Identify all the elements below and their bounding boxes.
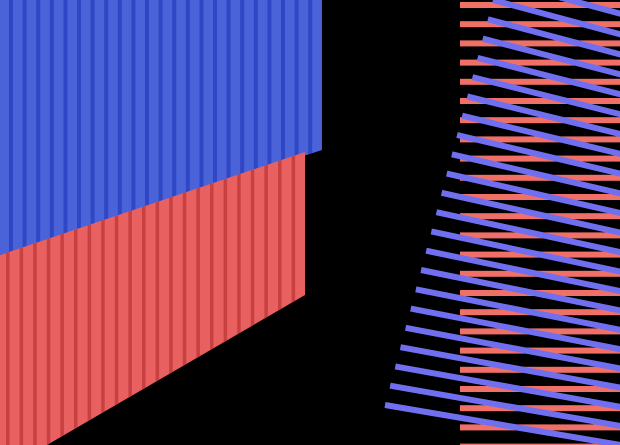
red-block-stripe [6, 152, 10, 445]
blue-block-stripe [281, 0, 285, 255]
blue-diagonal-line [476, 54, 620, 98]
diagonal-blue-lines [384, 0, 620, 445]
red-bar [460, 424, 620, 431]
blue-diagonal-line [558, 0, 620, 17]
red-block-stripe [60, 152, 64, 445]
blue-diagonal-line [461, 112, 620, 157]
blue-diagonal-line [492, 0, 620, 38]
blue-block-stripe [226, 0, 231, 255]
blue-block-stripe [9, 0, 13, 255]
red-block-stripe [291, 152, 296, 445]
red-block-stripe [114, 152, 119, 445]
blue-block-stripe [213, 0, 217, 255]
blue-diagonal-line [389, 382, 620, 429]
red-block-stripe [87, 152, 92, 445]
blue-block-stripe [308, 0, 313, 255]
red-block-stripe [182, 152, 187, 445]
red-block-stripe [19, 152, 24, 445]
red-bar [460, 78, 620, 85]
blue-block-stripe [267, 0, 272, 255]
blue-block-stripe [104, 0, 109, 255]
blue-diagonal-line [466, 93, 620, 138]
red-bar [460, 21, 620, 28]
blue-block-stripe [49, 0, 54, 255]
red-block-stripe [223, 152, 228, 445]
blue-diagonal-line [446, 170, 620, 217]
red-block-stripe [101, 152, 105, 445]
blue-block-stripe [77, 0, 81, 255]
blue-block-stripe [145, 0, 149, 255]
blue-diagonal-line [435, 209, 620, 256]
blue-diagonal-line [415, 286, 620, 333]
blue-block-stripe [172, 0, 177, 255]
blue-block-stripe [253, 0, 258, 255]
blue-block-stripe [63, 0, 68, 255]
red-bar [460, 136, 620, 143]
blue-block-stripe [90, 0, 95, 255]
blue-block-stripe [158, 0, 163, 255]
blue-diagonal-line [487, 16, 620, 58]
red-block-stripe [128, 152, 132, 445]
blue-diagonal-line [430, 228, 620, 275]
red-block-stripe [196, 152, 200, 445]
blue-diagonal-line [410, 305, 620, 353]
red-block-stripe [237, 152, 241, 445]
red-block-stripe [33, 152, 37, 445]
red-block-stripe [264, 152, 268, 445]
red-block-stripe [169, 152, 173, 445]
red-block-stripe [46, 152, 51, 445]
blue-block-stripe [240, 0, 245, 255]
blue-block-stripe [294, 0, 299, 255]
blue-diagonal-line [420, 267, 620, 314]
red-bar [460, 366, 620, 373]
blue-diagonal-line [471, 74, 620, 118]
red-bar [460, 386, 620, 392]
blue-diagonal-line [399, 344, 620, 391]
blue-block-stripe [131, 0, 136, 255]
blue-block-stripe [22, 0, 27, 255]
blue-block-stripe [36, 0, 41, 255]
blue-diagonal-line [394, 363, 620, 410]
red-bar [460, 117, 620, 124]
red-bar [460, 443, 620, 445]
red-bar [460, 98, 620, 104]
red-block-stripe [142, 152, 146, 445]
blue-diagonal-line [481, 35, 620, 78]
blue-block-stripe [199, 0, 204, 255]
red-bar [460, 405, 620, 412]
red-block-stripe [278, 152, 282, 445]
red-bar [460, 59, 620, 66]
blue-diagonal-line [456, 132, 620, 177]
blue-diagonal-line [451, 151, 620, 197]
red-bar [460, 40, 620, 47]
red-block-stripe [250, 152, 255, 445]
blue-diagonal-line [405, 324, 620, 372]
red-block-stripe [74, 152, 78, 445]
blue-diagonal-line [425, 247, 620, 295]
red-bar [460, 2, 620, 8]
blue-diagonal-line [384, 402, 620, 445]
red-block-stripe [210, 152, 214, 445]
blue-diagonal-line [440, 189, 620, 236]
red-bar [460, 155, 620, 162]
blue-block-stripe [321, 0, 322, 255]
blue-block-stripe [185, 0, 190, 255]
blue-block-stripe [117, 0, 122, 255]
red-block-stripe [155, 152, 160, 445]
